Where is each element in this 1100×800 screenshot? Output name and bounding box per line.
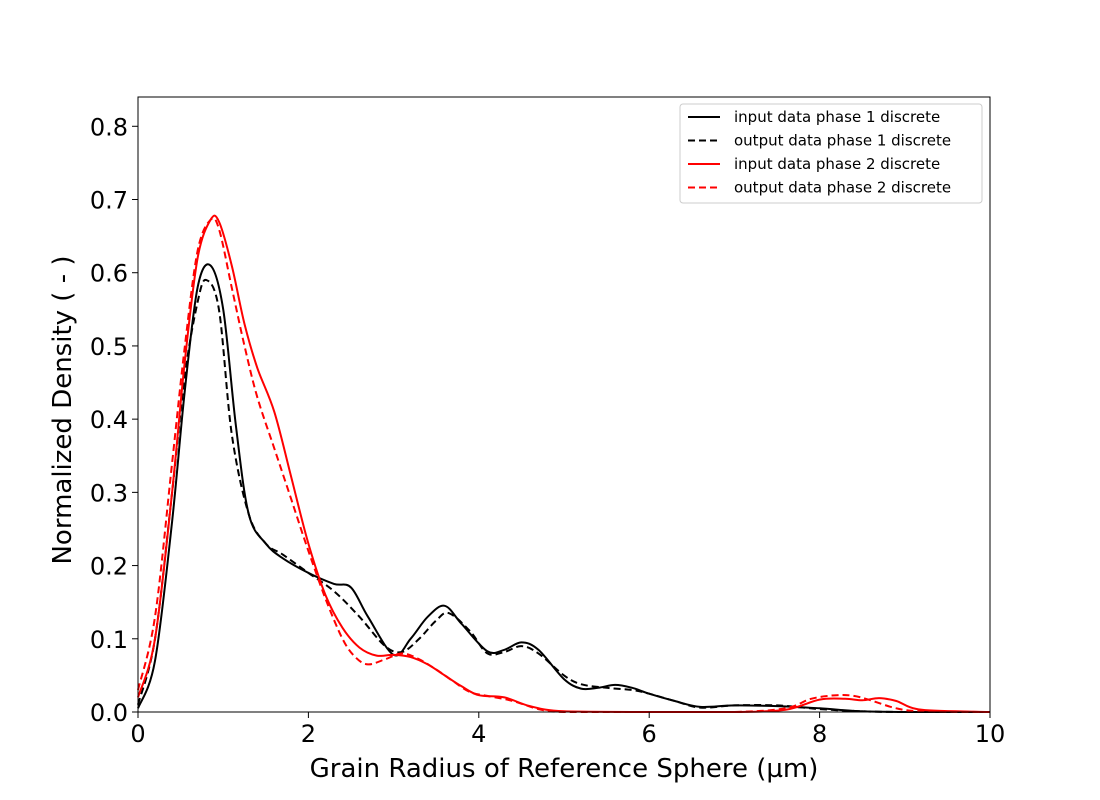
- y-axis: 0.0 0.1 0.2 0.3 0.4 0.5 0.6 0.7 0.8: [90, 113, 138, 727]
- x-tick-label: 4: [471, 720, 486, 748]
- y-tick-label: 0.4: [90, 406, 128, 434]
- series-line-4: [137, 217, 991, 714]
- legend-entries: input data phase 1 discrete output data p…: [688, 108, 951, 197]
- legend-label-4: output data phase 2 discrete: [734, 179, 951, 197]
- x-tick-label: 0: [130, 720, 145, 748]
- legend-label-3: input data phase 2 discrete: [734, 155, 940, 173]
- x-tick-label: 8: [812, 720, 827, 748]
- legend-label-1: input data phase 1 discrete: [734, 108, 940, 126]
- x-axis-title: Grain Radius of Reference Sphere (µm): [310, 754, 819, 784]
- y-tick-label: 0.6: [90, 260, 128, 288]
- series-line-2: [137, 278, 990, 714]
- y-axis-title: Normalized Density ( - ): [48, 255, 78, 564]
- legend-label-2: output data phase 1 discrete: [734, 132, 951, 150]
- series-line-1: [137, 263, 990, 714]
- x-tick-label: 10: [975, 720, 1006, 748]
- y-tick-label: 0.0: [90, 699, 128, 727]
- y-tick-label: 0.5: [90, 333, 128, 361]
- plot-frame: [137, 96, 991, 713]
- y-tick-label: 0.2: [90, 553, 128, 581]
- x-axis: 0 2 4 6 8 10: [130, 712, 1005, 748]
- x-tick-label: 2: [301, 720, 316, 748]
- y-tick-label: 0.8: [90, 113, 128, 141]
- series-layer: [137, 214, 991, 714]
- series-line-3: [137, 214, 991, 714]
- y-tick-label: 0.7: [90, 187, 128, 215]
- x-tick-label: 6: [642, 720, 657, 748]
- legend-box: [679, 103, 983, 204]
- y-tick-label: 0.1: [90, 626, 128, 654]
- legend: input data phase 1 discrete output data p…: [679, 103, 983, 204]
- y-tick-label: 0.3: [90, 479, 128, 507]
